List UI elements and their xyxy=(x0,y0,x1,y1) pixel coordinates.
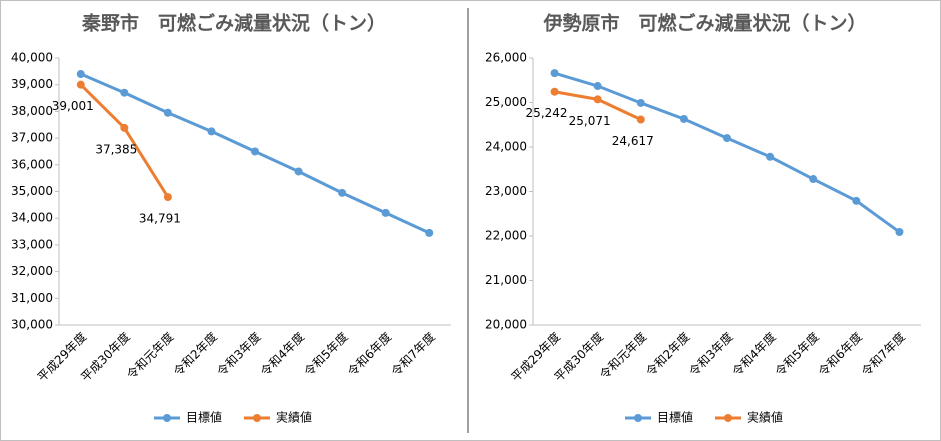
y-tick-label: 39,000 xyxy=(11,77,53,91)
data-point xyxy=(852,196,861,205)
legend-marker xyxy=(634,414,642,422)
data-label: 25,071 xyxy=(569,114,611,128)
y-tick-label: 36,000 xyxy=(11,157,53,171)
data-point xyxy=(120,88,129,97)
data-point xyxy=(207,127,216,136)
y-tick-label: 34,000 xyxy=(11,211,53,225)
data-point xyxy=(163,193,172,202)
y-tick-label: 31,000 xyxy=(11,291,53,305)
legend-label: 目標値 xyxy=(657,410,693,425)
data-point xyxy=(550,87,559,96)
y-tick-label: 23,000 xyxy=(485,184,527,198)
legend-label: 実績値 xyxy=(747,410,783,425)
y-tick-label: 24,000 xyxy=(485,140,527,154)
y-tick-label: 32,000 xyxy=(11,264,53,278)
data-label: 39,001 xyxy=(52,99,94,113)
y-tick-label: 26,000 xyxy=(485,51,527,65)
data-label: 24,617 xyxy=(612,134,654,148)
data-point xyxy=(593,95,602,104)
data-point xyxy=(425,228,434,237)
y-tick-label: 30,000 xyxy=(11,318,53,332)
data-point xyxy=(76,70,85,79)
data-point xyxy=(895,227,904,236)
y-tick-label: 35,000 xyxy=(11,184,53,198)
data-label: 25,242 xyxy=(526,106,568,120)
data-point xyxy=(163,108,172,117)
y-tick-label: 38,000 xyxy=(11,104,53,118)
legend-marker xyxy=(163,414,171,422)
data-label: 37,385 xyxy=(95,142,137,156)
chart-title: 伊勢原市 可燃ごみ減量状況（トン） xyxy=(542,12,866,35)
data-point xyxy=(593,82,602,91)
data-point xyxy=(809,175,818,184)
data-point xyxy=(381,208,390,217)
data-point xyxy=(338,188,347,197)
y-tick-label: 37,000 xyxy=(11,131,53,145)
data-point xyxy=(294,167,303,176)
data-point xyxy=(766,152,775,161)
legend-label: 目標値 xyxy=(186,410,222,425)
data-point xyxy=(550,69,559,78)
data-point xyxy=(636,115,645,124)
data-point xyxy=(251,147,259,156)
y-tick-label: 22,000 xyxy=(485,229,527,243)
y-tick-label: 21,000 xyxy=(485,273,527,287)
data-point xyxy=(76,80,85,89)
legend-label: 実績値 xyxy=(276,410,312,425)
y-tick-label: 40,000 xyxy=(11,51,53,65)
data-point xyxy=(723,134,731,143)
legend-marker xyxy=(724,414,732,422)
y-tick-label: 20,000 xyxy=(485,318,527,332)
data-label: 34,791 xyxy=(139,212,181,226)
legend-marker xyxy=(253,414,261,422)
y-tick-label: 33,000 xyxy=(11,237,53,251)
data-point xyxy=(679,114,688,123)
chart-title: 秦野市 可燃ごみ減量状況（トン） xyxy=(81,12,386,35)
y-tick-label: 25,000 xyxy=(485,95,527,109)
data-point xyxy=(120,123,129,132)
data-point xyxy=(636,98,645,107)
